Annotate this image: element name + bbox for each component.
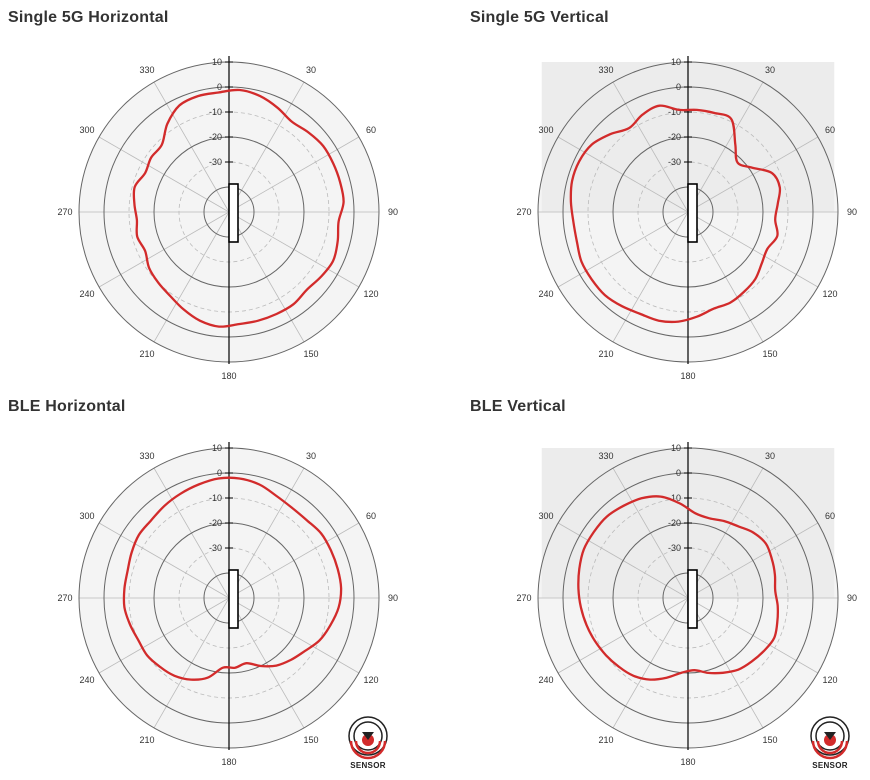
r-tick-label: 0 — [676, 82, 681, 92]
angle-tick-label: 300 — [79, 125, 94, 135]
r-tick-label: 10 — [671, 57, 681, 67]
angle-tick-label: 90 — [388, 593, 398, 603]
angle-tick-label: 60 — [366, 125, 376, 135]
r-tick-label: 0 — [676, 468, 681, 478]
sensor-logo-label: SENSOR — [350, 761, 386, 770]
angle-tick-label: 210 — [598, 349, 613, 359]
polar-plot: 10 0 -10 -20 -30 330 30 300 60 270 90 240 120 210 150 1… — [57, 56, 398, 381]
chart-title: Single 5G Horizontal — [8, 9, 169, 26]
angle-tick-label: 180 — [221, 757, 236, 767]
angle-tick-label: 240 — [79, 675, 94, 685]
chart-title: BLE Horizontal — [8, 398, 126, 415]
sensor-logo: SENSOR — [348, 714, 388, 774]
device-outline-icon — [228, 183, 239, 243]
angle-tick-label: 330 — [139, 65, 154, 75]
angle-tick-label: 90 — [388, 207, 398, 217]
r-tick-label: 10 — [212, 57, 222, 67]
r-tick-label: -10 — [209, 107, 222, 117]
radiation-pattern-series-line — [122, 476, 343, 681]
angle-tick-label: 30 — [306, 451, 316, 461]
angle-tick-label: 120 — [823, 675, 838, 685]
radiation-pattern-series-line — [577, 495, 780, 681]
r-tick-label: -10 — [209, 493, 222, 503]
angle-tick-label: 330 — [139, 451, 154, 461]
angle-tick-label: 300 — [538, 125, 553, 135]
r-tick-label: -20 — [668, 518, 681, 528]
sensor-logo-icon — [348, 716, 388, 760]
angle-tick-label: 270 — [57, 593, 72, 603]
r-tick-label: -30 — [668, 157, 681, 167]
angle-tick-label: 330 — [598, 65, 613, 75]
radiation-pattern-series-line — [132, 88, 345, 328]
angle-tick-label: 60 — [825, 125, 835, 135]
angle-tick-label: 300 — [79, 511, 94, 521]
angle-tick-label: 270 — [516, 207, 531, 217]
device-outline-icon — [687, 183, 698, 243]
device-outline-icon — [687, 569, 698, 629]
polar-plot: 10 0 -10 -20 -30 330 30 300 60 270 90 240 120 210 150 1… — [57, 442, 398, 767]
angle-tick-label: 240 — [538, 675, 553, 685]
angle-tick-label: 180 — [680, 371, 695, 381]
angle-tick-label: 270 — [57, 207, 72, 217]
angle-tick-label: 60 — [366, 511, 376, 521]
radiation-pattern-series-line — [569, 104, 782, 324]
chart-title: Single 5G Vertical — [470, 9, 609, 26]
chart-title: BLE Vertical — [470, 398, 566, 415]
angle-tick-label: 240 — [538, 289, 553, 299]
angle-tick-label: 150 — [762, 735, 777, 745]
r-tick-label: -20 — [209, 518, 222, 528]
angle-tick-label: 120 — [364, 289, 379, 299]
angle-tick-label: 210 — [598, 735, 613, 745]
angle-tick-label: 90 — [847, 207, 857, 217]
r-tick-label: -20 — [209, 132, 222, 142]
polar-plot: 10 0 -10 -20 -30 330 30 300 60 270 90 240 120 210 150 1… — [516, 56, 857, 381]
angle-tick-label: 60 — [825, 511, 835, 521]
r-tick-label: -10 — [668, 493, 681, 503]
r-tick-label: -30 — [209, 543, 222, 553]
r-tick-label: -30 — [668, 543, 681, 553]
angle-tick-label: 210 — [139, 735, 154, 745]
angle-tick-label: 270 — [516, 593, 531, 603]
sensor-logo-icon — [810, 716, 850, 760]
r-tick-label: 10 — [671, 443, 681, 453]
angle-tick-label: 180 — [221, 371, 236, 381]
angle-tick-label: 30 — [765, 451, 775, 461]
angle-tick-label: 240 — [79, 289, 94, 299]
sensor-logo-label: SENSOR — [812, 761, 848, 770]
sensor-logo: SENSOR — [810, 714, 850, 774]
angle-tick-label: 150 — [303, 349, 318, 359]
r-tick-label: -20 — [668, 132, 681, 142]
angle-tick-label: 150 — [303, 735, 318, 745]
angle-tick-label: 330 — [598, 451, 613, 461]
angle-tick-label: 210 — [139, 349, 154, 359]
angle-tick-label: 30 — [765, 65, 775, 75]
angle-tick-label: 120 — [823, 289, 838, 299]
angle-tick-label: 300 — [538, 511, 553, 521]
angle-tick-label: 180 — [680, 757, 695, 767]
angle-tick-label: 30 — [306, 65, 316, 75]
r-tick-label: -10 — [668, 107, 681, 117]
angle-tick-label: 150 — [762, 349, 777, 359]
r-tick-label: -30 — [209, 157, 222, 167]
device-outline-icon — [228, 569, 239, 629]
angle-tick-label: 90 — [847, 593, 857, 603]
angle-tick-label: 120 — [364, 675, 379, 685]
r-tick-label: 10 — [212, 443, 222, 453]
r-tick-label: 0 — [217, 82, 222, 92]
r-tick-label: 0 — [217, 468, 222, 478]
